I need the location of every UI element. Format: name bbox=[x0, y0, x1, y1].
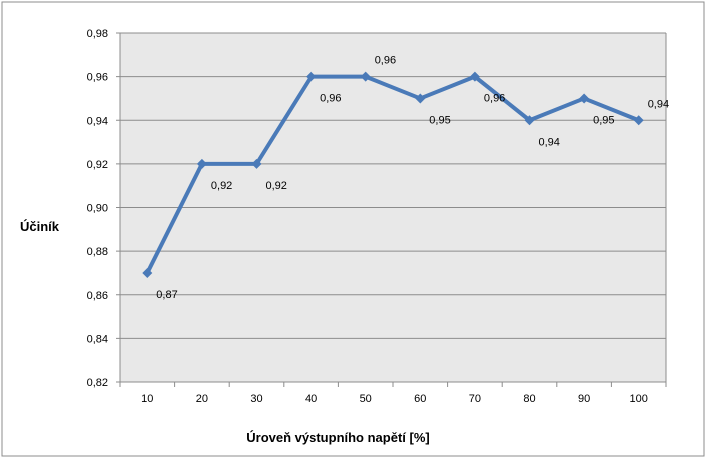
data-label: 0,92 bbox=[211, 180, 232, 192]
x-tick-label: 60 bbox=[414, 393, 426, 405]
x-tick-label: 10 bbox=[141, 393, 153, 405]
data-point bbox=[196, 158, 207, 169]
data-point bbox=[633, 115, 644, 126]
data-label: 0,94 bbox=[539, 136, 560, 148]
data-label: 0,94 bbox=[648, 98, 669, 110]
data-labels: 0,87 0,92 0,92 0,96 0,96 0,95 0,96 0,94 0,95 0,94 bbox=[156, 55, 669, 301]
data-point bbox=[469, 71, 480, 82]
x-tick-label: 30 bbox=[250, 393, 262, 405]
data-point bbox=[142, 267, 153, 278]
series-line bbox=[145, 74, 640, 274]
y-axis-title: Účiník bbox=[20, 219, 60, 234]
x-tick-label: 90 bbox=[578, 393, 590, 405]
y-tick-label: 0,98 bbox=[87, 28, 108, 40]
x-tick-label: 50 bbox=[360, 393, 372, 405]
y-tick-label: 0,96 bbox=[87, 72, 108, 84]
x-tick-label: 40 bbox=[305, 393, 317, 405]
data-point bbox=[415, 93, 426, 104]
x-tick-label: 100 bbox=[630, 393, 648, 405]
y-tick-label: 0,84 bbox=[87, 333, 108, 345]
axes bbox=[119, 33, 667, 387]
y-tick-label: 0,90 bbox=[87, 203, 108, 215]
series-layer bbox=[142, 71, 644, 278]
y-tick-label: 0,94 bbox=[87, 115, 108, 127]
data-label: 0,96 bbox=[484, 93, 505, 105]
y-tick-label: 0,86 bbox=[87, 290, 108, 302]
data-label: 0,92 bbox=[266, 180, 287, 192]
data-label: 0,95 bbox=[429, 114, 450, 126]
x-axis-title: Úroveň výstupního napětí [%] bbox=[246, 430, 429, 445]
data-point bbox=[251, 158, 262, 169]
data-point bbox=[524, 115, 535, 126]
data-label: 0,96 bbox=[320, 93, 341, 105]
y-tick-label: 0,92 bbox=[87, 159, 108, 171]
x-tick-labels: 10 20 30 40 50 60 70 80 90 100 bbox=[141, 393, 648, 405]
x-tick-label: 20 bbox=[196, 393, 208, 405]
y-tick-label: 0,88 bbox=[87, 246, 108, 258]
data-label: 0,96 bbox=[375, 55, 396, 67]
x-tick-label: 80 bbox=[523, 393, 535, 405]
data-label: 0,87 bbox=[156, 289, 177, 301]
y-tick-labels: 0,82 0,84 0,86 0,88 0,90 0,92 0,94 0,96 0,98 bbox=[87, 28, 108, 389]
data-label: 0,95 bbox=[593, 114, 614, 126]
data-point bbox=[579, 93, 590, 104]
y-tick-label: 0,82 bbox=[87, 377, 108, 389]
data-point bbox=[360, 71, 371, 82]
data-point bbox=[306, 71, 317, 82]
x-tick-label: 70 bbox=[469, 393, 481, 405]
